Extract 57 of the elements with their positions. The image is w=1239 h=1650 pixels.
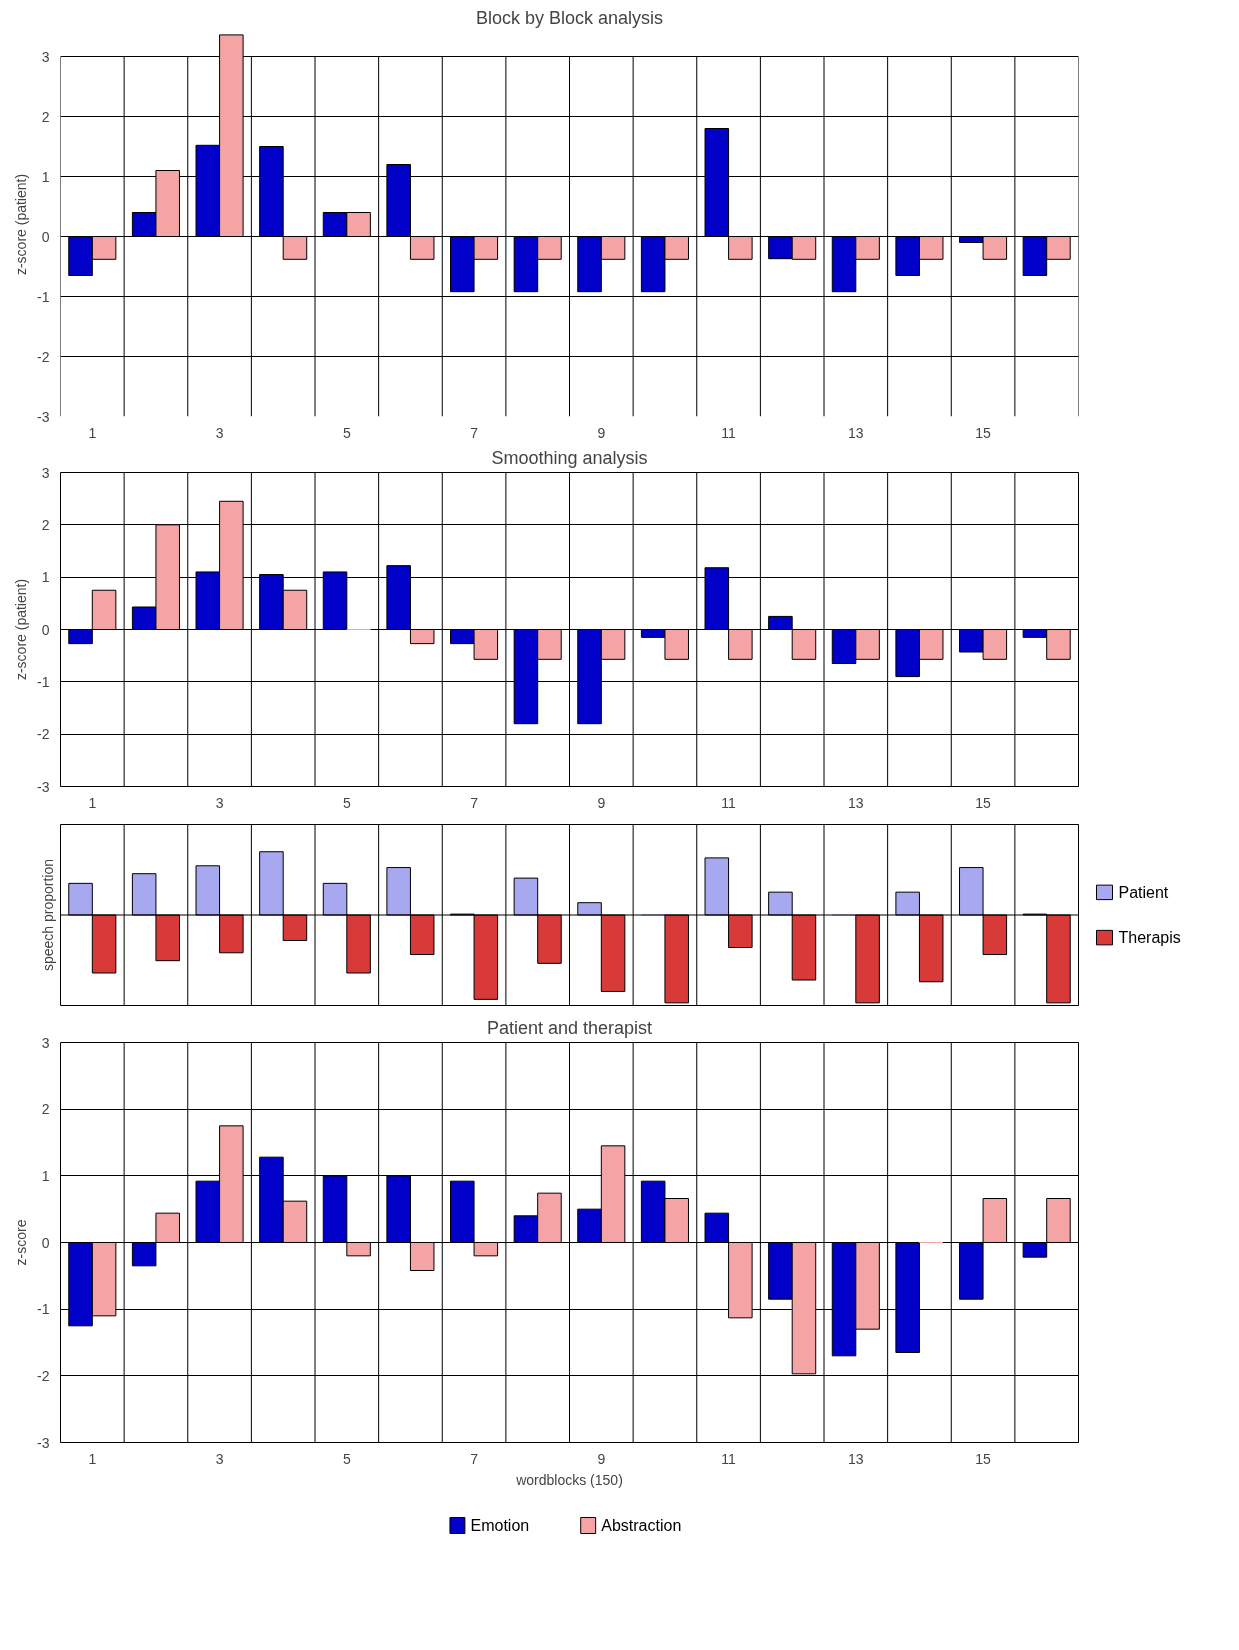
x-tick-label: 9 (597, 1450, 606, 1467)
x-tick-label: 9 (597, 794, 606, 811)
y-tick-label: 3 (41, 464, 50, 481)
x-tick-label: 5 (342, 794, 351, 811)
y-tick-label: 0 (41, 228, 50, 245)
y-axis-title: z-score (patient) (13, 578, 30, 681)
y-tick-label: 1 (41, 569, 50, 586)
y-tick-label: -2 (37, 1367, 50, 1384)
y-tick-label: -3 (37, 778, 50, 795)
y-tick-label: 2 (41, 516, 50, 533)
chart-title: Smoothing analysis (491, 447, 648, 468)
y-tick-label: -1 (37, 1301, 50, 1318)
x-axis-title: wordblocks (150) (515, 1471, 623, 1488)
y-tick-label: 2 (41, 108, 50, 125)
x-tick-label: 3 (215, 1450, 224, 1467)
x-tick-label: 9 (597, 424, 606, 441)
y-tick-label: -2 (37, 726, 50, 743)
y-tick-label: -2 (37, 348, 50, 365)
y-tick-label: -3 (37, 408, 50, 425)
y-tick-label: 0 (41, 1234, 50, 1251)
y-axis-title: z-score (13, 1219, 30, 1266)
x-tick-label: 3 (215, 794, 224, 811)
legend-label: Therapis (1118, 929, 1181, 947)
x-tick-label: 15 (975, 1450, 992, 1467)
chart-title: Block by Block analysis (475, 7, 664, 28)
y-tick-label: 2 (41, 1101, 50, 1118)
x-tick-label: 11 (721, 1450, 737, 1467)
x-tick-label: 1 (88, 794, 97, 811)
legend-label: Abstraction (601, 1517, 682, 1534)
y-tick-label: -1 (37, 673, 50, 690)
y-tick-label: 1 (41, 168, 50, 185)
y-axis-title: speech proportion (39, 858, 56, 972)
y-tick-label: 1 (41, 1167, 50, 1184)
x-tick-label: 15 (975, 424, 992, 441)
x-tick-label: 1 (88, 1450, 97, 1467)
legend-label: Emotion (470, 1517, 530, 1534)
y-tick-label: -1 (37, 288, 50, 305)
x-tick-label: 11 (721, 424, 737, 441)
y-axis-title: z-score (patient) (13, 173, 30, 276)
legend-label: Patient (1118, 883, 1169, 901)
x-tick-label: 13 (848, 424, 864, 441)
x-tick-label: 7 (470, 424, 479, 441)
x-tick-label: 13 (848, 1450, 864, 1467)
y-tick-label: 3 (41, 48, 50, 65)
x-tick-label: 7 (470, 794, 479, 811)
x-tick-label: 13 (848, 794, 864, 811)
x-tick-label: 7 (470, 1450, 479, 1467)
x-tick-label: 5 (342, 424, 351, 441)
y-tick-label: 3 (41, 1034, 50, 1051)
y-tick-label: -3 (37, 1434, 50, 1451)
x-tick-label: 5 (342, 1450, 351, 1467)
y-tick-label: 0 (41, 621, 50, 638)
x-tick-label: 3 (215, 424, 224, 441)
x-tick-label: 11 (721, 794, 737, 811)
x-tick-label: 15 (975, 794, 992, 811)
chart-title: Patient and therapist (486, 1017, 653, 1038)
x-tick-label: 1 (88, 424, 97, 441)
